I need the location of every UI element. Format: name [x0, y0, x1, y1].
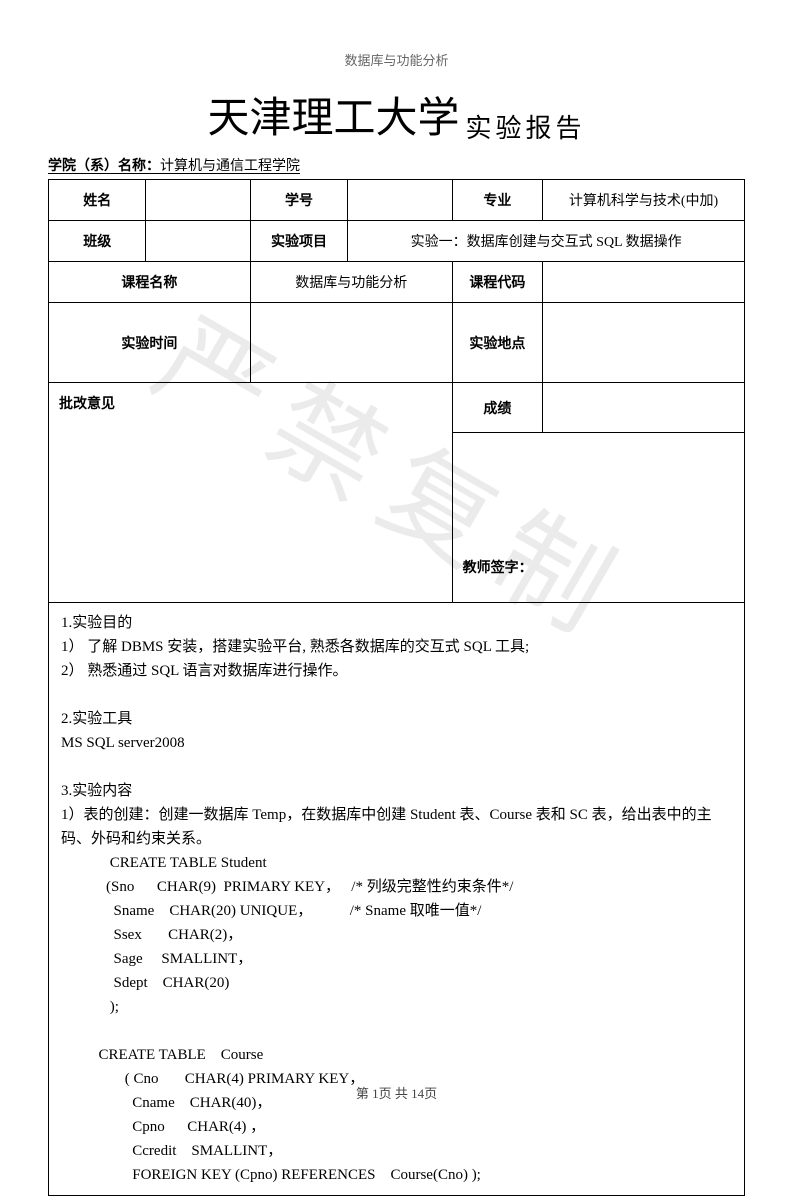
studentno-label: 学号: [250, 180, 347, 221]
coursename-label: 课程名称: [49, 262, 251, 303]
school-value: 计算机与通信工程学院: [160, 159, 300, 174]
exptime-label: 实验时间: [49, 303, 251, 383]
section2-text: MS SQL server2008: [61, 731, 732, 755]
content-cell: 1.实验目的 1） 了解 DBMS 安装，搭建实验平台, 熟悉各数据库的交互式 …: [49, 603, 745, 1196]
coursename-value: 数据库与功能分析: [250, 262, 452, 303]
section1-item2: 2） 熟悉通过 SQL 语言对数据库进行操作。: [61, 659, 732, 683]
page-footer: 第 1页 共 14页: [0, 1083, 793, 1102]
comment-bottom: [49, 533, 453, 603]
coursecode-label: 课程代码: [452, 262, 542, 303]
exploc-label: 实验地点: [452, 303, 542, 383]
school-line: 学院（系）名称：计算机与通信工程学院: [48, 155, 745, 175]
teachersign-label: 教师签字：: [452, 533, 744, 603]
logo-row: 天津理工大学 实验报告: [48, 84, 745, 145]
section1-title: 1.实验目的: [61, 611, 732, 635]
school-label: 学院（系）名称：: [48, 157, 160, 173]
studentno-value: [348, 180, 452, 221]
comment-label: 批改意见: [49, 383, 453, 433]
comment-area: [49, 433, 453, 533]
header-top-title: 数据库与功能分析: [48, 50, 745, 69]
project-value: 实验一：数据库创建与交互式 SQL 数据操作: [348, 221, 745, 262]
section2-title: 2.实验工具: [61, 707, 732, 731]
section3-title: 3.实验内容: [61, 779, 732, 803]
exploc-value: [543, 303, 745, 383]
grade-value: [543, 383, 745, 433]
class-label: 班级: [49, 221, 146, 262]
coursecode-value: [543, 262, 745, 303]
section3-intro: 1）表的创建：创建一数据库 Temp，在数据库中创建 Student 表、Cou…: [61, 803, 732, 851]
name-value: [146, 180, 250, 221]
exptime-value: [250, 303, 452, 383]
report-label: 实验报告: [466, 108, 586, 145]
class-value: [146, 221, 250, 262]
name-label: 姓名: [49, 180, 146, 221]
sql-block-1: CREATE TABLE Student (Sno CHAR(9) PRIMAR…: [61, 851, 732, 1019]
major-label: 专业: [452, 180, 542, 221]
blank-area: [452, 433, 744, 533]
section1-item1: 1） 了解 DBMS 安装，搭建实验平台, 熟悉各数据库的交互式 SQL 工具;: [61, 635, 732, 659]
project-label: 实验项目: [250, 221, 347, 262]
major-value: 计算机科学与技术(中加): [543, 180, 745, 221]
info-table: 姓名 学号 专业 计算机科学与技术(中加) 班级 实验项目 实验一：数据库创建与…: [48, 179, 745, 1196]
grade-label: 成绩: [452, 383, 542, 433]
university-name: 天津理工大学: [207, 84, 459, 145]
sql-block-2: CREATE TABLE Course ( Cno CHAR(4) PRIMAR…: [61, 1043, 732, 1187]
